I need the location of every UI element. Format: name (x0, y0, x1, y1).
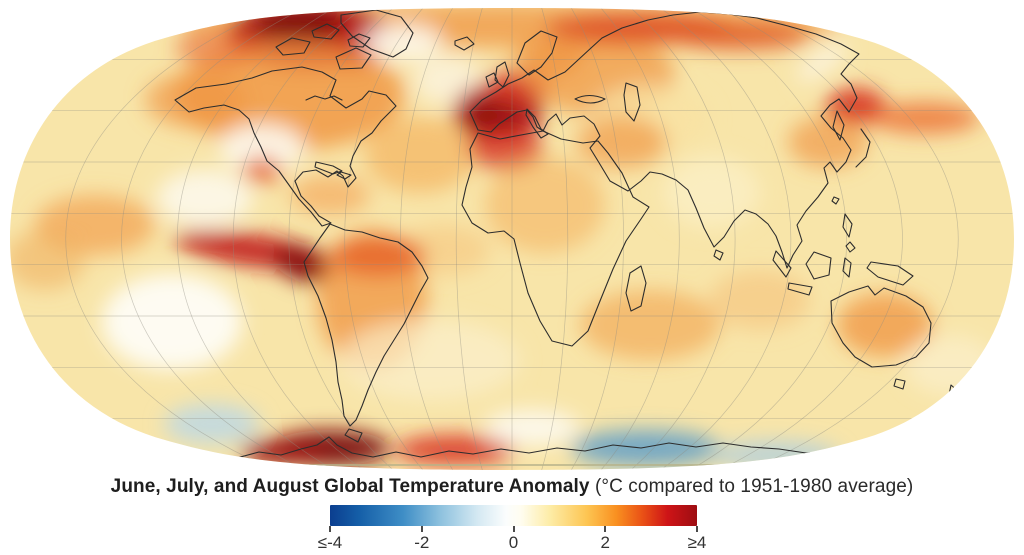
coastline-caribbean (314, 161, 352, 180)
graticule-meridian (455, 8, 483, 470)
graticule-meridian (689, 8, 847, 470)
midpacific-orange-2 (10, 230, 85, 290)
atlantic-orange (365, 117, 475, 193)
color-scale-tick (329, 526, 331, 532)
coastline-eurasia (469, 11, 860, 269)
nafrica-red (467, 126, 543, 170)
coastline-arctic-islands (275, 23, 372, 70)
graticule-meridian (570, 8, 624, 470)
color-scale-labels: ≤-4 -2 0 2 ≥4 (318, 533, 707, 555)
coastline-greenland (340, 9, 414, 58)
drake-blue (164, 404, 260, 444)
figure-title: June, July, and August Global Temperatur… (0, 474, 1024, 500)
graticule-meridian (400, 8, 454, 470)
coastline-indonesia-new-guinea (772, 250, 914, 296)
mideast-orange (577, 116, 667, 168)
africa-tint (485, 157, 605, 253)
world-map (10, 8, 1014, 470)
india-pale (664, 156, 760, 228)
coastline-british-isles (485, 61, 510, 88)
coastline-tierra-del-fuego (344, 428, 363, 443)
color-scale-tick (696, 526, 698, 532)
coastline-black-sea (574, 94, 606, 104)
coastline-italy (525, 108, 549, 139)
mexico-red (242, 157, 282, 183)
coastline-tasmania (893, 378, 906, 390)
antarctic-red (395, 435, 515, 465)
color-scale-ticks (329, 526, 698, 533)
indian-ocean-tint (710, 270, 810, 330)
indian-ocean-orange (580, 290, 720, 360)
graticule-meridian (719, 8, 903, 470)
coastline-sakhalin (832, 110, 845, 141)
coastline-south-america (303, 223, 429, 427)
china-orange (788, 116, 868, 168)
australia-orange (837, 293, 933, 357)
elnino-core (273, 245, 331, 283)
color-scale-tick-label: ≥4 (687, 533, 707, 552)
antarctic-blue (570, 430, 720, 466)
coastline-north-america (174, 66, 397, 227)
graticule-meridian (288, 8, 394, 470)
bering-orange (175, 30, 255, 66)
kamchatka-white-streak (796, 42, 848, 82)
epacific-white (157, 170, 253, 226)
graticule-meridian (177, 8, 335, 470)
tasman-pale (905, 335, 995, 395)
graticule-meridian (600, 8, 680, 470)
graticule-meridian (65, 8, 275, 470)
coastline-africa (461, 130, 650, 347)
sepacific-white (102, 274, 242, 370)
color-scale-tick-label: -2 (414, 533, 430, 552)
graticule-meridian (660, 8, 792, 470)
color-scale-tick (512, 526, 515, 532)
coastline-great-lakes (305, 95, 343, 101)
figure-title-units: (°C compared to 1951-1980 average) (594, 476, 914, 497)
color-scale-tick-label: 0 (508, 533, 519, 552)
graticule-meridian (344, 8, 424, 470)
graticule-meridian (121, 8, 305, 470)
color-scale-tick-label: ≤-4 (317, 533, 343, 552)
color-scale-bar (330, 505, 697, 526)
graticule-meridian (630, 8, 736, 470)
coastline-antarctica (232, 436, 850, 460)
graticule-meridian (541, 8, 569, 470)
alaska-orange (145, 72, 245, 128)
satlantic-pale (340, 320, 520, 400)
color-scale-legend: ≤-4 -2 0 2 ≥4 (318, 505, 707, 555)
coastline-philippines-taiwan (831, 196, 856, 253)
coastline-japan (855, 128, 871, 168)
greenland-white (362, 24, 442, 60)
coastline-scandinavia (516, 30, 558, 76)
world-map-container (10, 8, 1014, 470)
samerica-north-red (330, 236, 426, 276)
coastline-madagascar (625, 265, 647, 312)
coastline-sri-lanka (713, 249, 724, 261)
coastline-caspian-sea (623, 82, 641, 122)
antarctic-maroon-2 (240, 439, 324, 465)
antarctic-blue-2 (710, 441, 840, 469)
canada-orange (175, 40, 405, 150)
antarctic-white (484, 410, 580, 446)
caribbean-orange (290, 175, 370, 215)
npacific-red-band (870, 102, 980, 134)
color-scale-tick-label: 2 (600, 533, 610, 552)
siberia-red-east (670, 22, 810, 50)
coastline-australia (830, 285, 932, 368)
color-scale-tick (604, 526, 607, 532)
color-scale-tick (420, 526, 423, 532)
graticule-meridian (749, 8, 959, 470)
graticule (10, 8, 1014, 470)
figure-title-main: June, July, and August Global Temperatur… (110, 476, 590, 497)
coastline-iceland (454, 36, 475, 51)
graticule-meridian (232, 8, 364, 470)
